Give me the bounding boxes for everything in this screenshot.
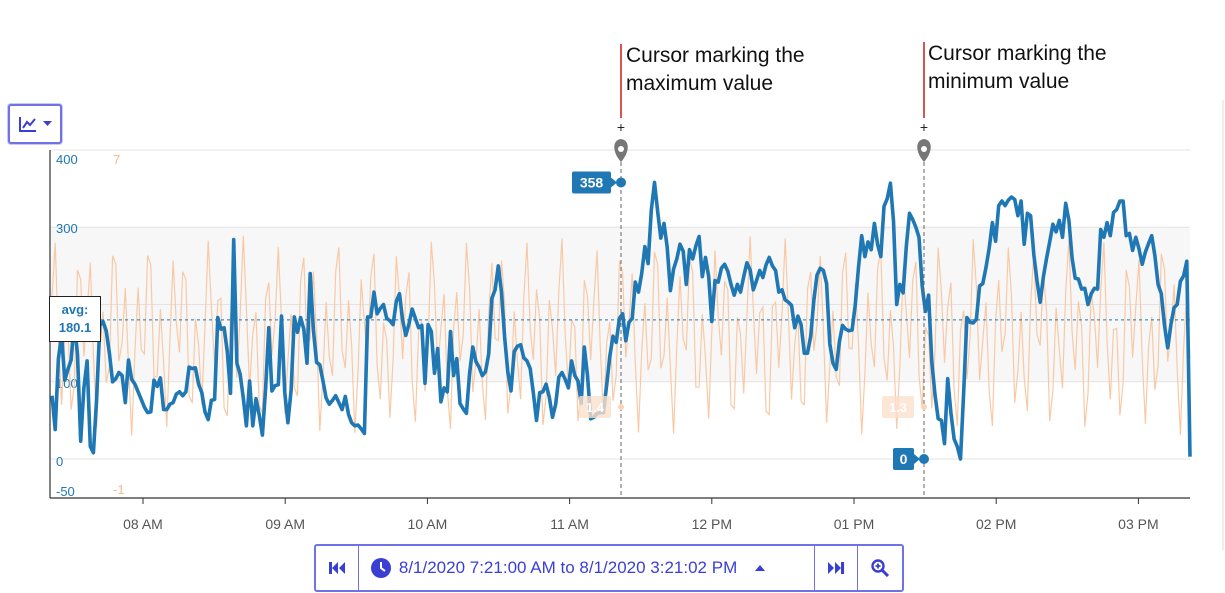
average-label-title: avg: <box>61 302 89 317</box>
max-cursor-value-label: 358 <box>580 174 604 190</box>
skip-to-start-button[interactable] <box>316 546 359 590</box>
zoom-in-icon <box>871 559 890 577</box>
chevron-down-icon <box>42 121 52 126</box>
y2-tick-label: 7 <box>113 152 120 167</box>
max-cursor-secondary-point <box>618 404 624 410</box>
x-tick-label: 09 AM <box>265 516 305 532</box>
max-cursor-value-box <box>572 171 611 194</box>
annotation-max-line1: Cursor marking the <box>626 44 805 67</box>
x-tick-label: 11 AM <box>550 516 589 532</box>
skip-to-end-icon <box>828 562 845 574</box>
y2-tick-label: -1 <box>113 482 125 497</box>
cursor-layer[interactable]: +358 1.4 +0 1.3 <box>572 42 931 498</box>
min-cursor-value-arrow <box>914 454 920 464</box>
chart-type-button[interactable] <box>8 104 62 144</box>
skip-to-start-icon <box>328 562 345 574</box>
x-tick-label: 01 PM <box>834 516 874 532</box>
annotation-min: Cursor marking the minimum value <box>928 40 1107 96</box>
y-tick-label: 0 <box>56 454 63 469</box>
y-tick-label: 400 <box>56 152 78 167</box>
max-cursor-value-arrow <box>611 177 617 188</box>
clock-icon <box>370 558 391 578</box>
annotation-max: Cursor marking the maximum value <box>626 42 805 98</box>
line-chart-icon <box>18 117 36 132</box>
y-tick-label: -50 <box>56 484 75 499</box>
tick-labels: 400 300 100 0 -50 7 -1 08 AM 09 AM 10 AM 11 AM 12 P… <box>56 152 1159 532</box>
zoom-button[interactable] <box>858 546 902 590</box>
x-tick-label: 08 AM <box>123 516 163 532</box>
caret-up-icon <box>755 565 766 571</box>
secondary-series <box>51 235 1191 436</box>
average-label-value: 180.1 <box>58 320 92 335</box>
max-cursor-secondary-box <box>579 396 611 418</box>
y-tick-label: 100 <box>56 376 78 391</box>
y-tick-label: 300 <box>56 221 78 236</box>
max-cursor-point <box>616 177 626 188</box>
time-range-selector[interactable]: 8/1/2020 7:21:00 AM to 8/1/2020 3:21:02 … <box>359 546 816 590</box>
max-cursor-secondary-label: 1.4 <box>586 400 605 415</box>
min-cursor-secondary-box <box>882 396 914 418</box>
max-cursor-plus: + <box>617 119 625 135</box>
min-cursor-plus: + <box>920 119 928 135</box>
average-label: avg: 180.1 <box>49 296 101 342</box>
min-cursor-value-label: 0 <box>900 451 908 467</box>
x-tick-label: 03 PM <box>1118 516 1158 532</box>
min-cursor-value-box <box>893 448 914 470</box>
x-tick-label: 10 AM <box>408 516 448 532</box>
time-range-text: 8/1/2020 7:21:00 AM to 8/1/2020 3:21:02 … <box>398 558 738 577</box>
time-range-bar: 8/1/2020 7:21:00 AM to 8/1/2020 3:21:02 … <box>314 544 904 592</box>
annotation-min-line1: Cursor marking the <box>928 42 1107 65</box>
x-tick-label: 02 PM <box>976 516 1016 532</box>
max-cursor-pin-dot <box>618 146 624 152</box>
x-tick-label: 12 PM <box>692 516 732 532</box>
min-cursor-secondary-label: 1.3 <box>889 400 907 415</box>
min-cursor-secondary-point <box>921 404 927 410</box>
min-cursor-point <box>919 454 929 464</box>
annotation-max-line2: maximum value <box>626 72 774 95</box>
min-cursor-pin-dot <box>921 146 927 152</box>
annotation-min-line2: minimum value <box>928 70 1070 93</box>
skip-to-end-button[interactable] <box>815 546 859 590</box>
secondary-series-line <box>51 235 1191 436</box>
